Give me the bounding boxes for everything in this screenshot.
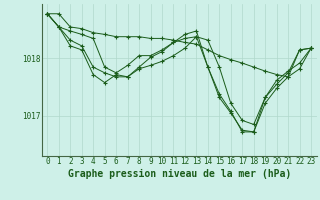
- X-axis label: Graphe pression niveau de la mer (hPa): Graphe pression niveau de la mer (hPa): [68, 169, 291, 179]
